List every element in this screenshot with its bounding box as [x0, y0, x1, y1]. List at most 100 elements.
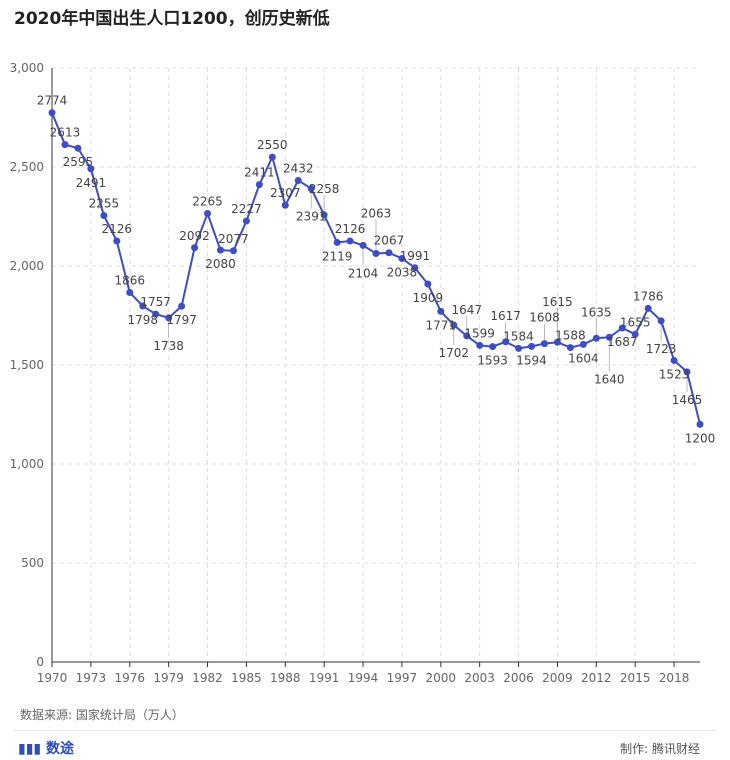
data-source: 数据来源: 国家统计局（万人） — [20, 708, 184, 722]
x-tick-label: 1994 — [348, 671, 379, 685]
data-label: 2038 — [387, 265, 418, 279]
data-point — [657, 317, 665, 325]
chart-title: 2020年中国出生人口1200，创历史新低 — [14, 9, 330, 29]
data-label: 2227 — [231, 202, 262, 216]
x-tick-label: 2000 — [426, 671, 457, 685]
data-label: 1200 — [685, 431, 716, 445]
data-point — [229, 247, 237, 255]
data-point — [216, 246, 224, 254]
data-point — [113, 237, 121, 245]
divider — [14, 730, 716, 731]
data-point — [398, 254, 406, 262]
x-tick-label: 2018 — [659, 671, 690, 685]
data-point — [100, 212, 108, 220]
data-point — [281, 201, 289, 209]
data-point — [592, 334, 600, 342]
data-label: 2550 — [257, 138, 288, 152]
x-tick-label: 1985 — [231, 671, 262, 685]
data-label: 1798 — [127, 313, 158, 327]
data-label: 2119 — [322, 249, 353, 263]
data-label: 1635 — [581, 305, 612, 319]
data-label: 1640 — [594, 372, 625, 386]
y-tick-label: 3,000 — [10, 61, 44, 75]
data-point — [670, 356, 678, 364]
data-point — [515, 344, 523, 352]
line-chart: 0 500 1,000 1,500 2,000 2,500 3,000 1970 1973 197… — [10, 61, 716, 685]
data-label: 2595 — [63, 155, 94, 169]
data-point — [359, 241, 367, 249]
data-label: 2391 — [296, 210, 327, 224]
x-tick-label: 2012 — [581, 671, 612, 685]
data-point — [242, 217, 250, 225]
data-label: 1771 — [426, 318, 457, 332]
x-tick-label: 2006 — [503, 671, 534, 685]
data-label: 2063 — [361, 207, 392, 221]
data-point — [74, 144, 82, 152]
data-label: 1655 — [620, 315, 651, 329]
data-point — [61, 141, 69, 149]
data-label: 1593 — [477, 354, 508, 368]
data-point — [683, 368, 691, 376]
data-label: 1702 — [438, 346, 469, 360]
data-label: 1615 — [542, 295, 573, 309]
x-tick-label: 1976 — [114, 671, 145, 685]
x-tick-label: 1973 — [76, 671, 107, 685]
data-point — [463, 332, 471, 340]
data-point — [553, 338, 561, 346]
data-label: 2067 — [374, 234, 405, 248]
data-label: 2613 — [50, 126, 81, 140]
data-point — [424, 280, 432, 288]
bar-chart-icon: ▮▮▮ — [18, 741, 46, 757]
data-point — [294, 176, 302, 184]
data-point — [489, 343, 497, 351]
x-tick-label: 1970 — [37, 671, 68, 685]
x-tick-label: 1982 — [192, 671, 223, 685]
data-label: 1608 — [529, 311, 560, 325]
data-point — [579, 340, 587, 348]
data-point — [450, 321, 458, 329]
data-point — [346, 237, 354, 245]
data-label: 2104 — [348, 266, 379, 280]
data-point — [87, 165, 95, 173]
data-label: 1523 — [659, 367, 690, 381]
data-point — [165, 314, 173, 322]
data-label: 1991 — [400, 249, 431, 263]
data-label: 2774 — [37, 94, 68, 108]
data-point — [372, 250, 380, 258]
data-label: 1723 — [646, 342, 677, 356]
data-label: 1687 — [607, 335, 638, 349]
data-point — [126, 289, 134, 297]
data-label: 2126 — [335, 222, 366, 236]
data-label: 2432 — [283, 161, 314, 175]
data-point — [502, 338, 510, 346]
data-point — [204, 210, 212, 218]
data-point — [48, 109, 56, 117]
data-label: 2307 — [270, 186, 301, 200]
x-tick-label: 2003 — [464, 671, 495, 685]
data-point — [333, 238, 341, 246]
y-tick-label: 2,500 — [10, 160, 44, 174]
data-point — [307, 185, 315, 193]
data-point — [437, 307, 445, 315]
x-tick-label: 1997 — [387, 671, 418, 685]
data-label: 1617 — [490, 309, 521, 323]
x-tick-label: 1979 — [153, 671, 184, 685]
logo-text: 数途 — [46, 741, 74, 757]
data-label: 1584 — [503, 329, 534, 343]
x-tick-label: 1988 — [270, 671, 301, 685]
data-label: 1465 — [672, 393, 703, 407]
data-point — [191, 244, 199, 252]
data-label: 2080 — [205, 257, 236, 271]
y-tick-label: 500 — [21, 556, 44, 570]
data-point — [618, 324, 626, 332]
data-point — [411, 264, 419, 272]
data-point — [255, 181, 263, 189]
data-label: 2077 — [218, 232, 249, 246]
data-label: 2126 — [102, 222, 133, 236]
data-point — [385, 249, 393, 257]
data-label: 1738 — [153, 339, 184, 353]
data-label: 1757 — [140, 295, 171, 309]
data-label: 1594 — [516, 353, 547, 367]
y-tick-label: 1,500 — [10, 358, 44, 372]
